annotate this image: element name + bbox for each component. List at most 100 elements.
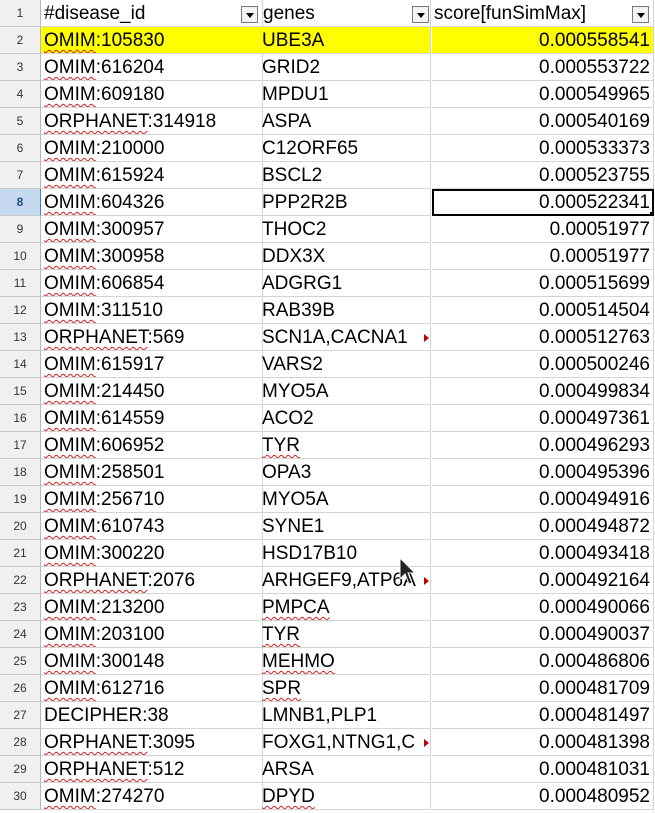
genes-cell[interactable]: VARS2 (262, 351, 431, 378)
row-number[interactable]: 25 (0, 648, 41, 675)
genes-cell[interactable]: MYO5A (262, 486, 431, 513)
score-cell[interactable]: 0.000549965 (432, 81, 654, 108)
genes-cell[interactable]: DDX3X (262, 243, 431, 270)
genes-cell[interactable]: ADGRG1 (262, 270, 431, 297)
score-cell[interactable]: 0.000480952 (432, 783, 654, 810)
disease-id-cell[interactable]: ORPHANET:2076 (41, 567, 263, 594)
genes-cell[interactable]: ACO2 (262, 405, 431, 432)
disease-id-cell[interactable]: OMIM:258501 (41, 459, 263, 486)
row-number[interactable]: 2 (0, 27, 41, 54)
genes-cell[interactable]: MYO5A (262, 378, 431, 405)
disease-id-cell[interactable]: OMIM:274270 (41, 783, 263, 810)
disease-id-cell[interactable]: OMIM:609180 (41, 81, 263, 108)
genes-cell[interactable]: BSCL2 (262, 162, 431, 189)
row-number[interactable]: 30 (0, 783, 41, 810)
genes-cell[interactable]: ARSA (262, 756, 431, 783)
autofilter-dropdown-button[interactable] (241, 6, 258, 23)
genes-cell[interactable]: PPP2R2B (262, 189, 431, 216)
disease-id-cell[interactable]: OMIM:615924 (41, 162, 263, 189)
genes-cell[interactable]: ASPA (262, 108, 431, 135)
row-number[interactable]: 7 (0, 162, 41, 189)
score-cell[interactable]: 0.000490066 (432, 594, 654, 621)
disease-id-cell[interactable]: OMIM:615917 (41, 351, 263, 378)
disease-id-cell[interactable]: ORPHANET:3095 (41, 729, 263, 756)
disease-id-cell[interactable]: OMIM:610743 (41, 513, 263, 540)
genes-cell[interactable]: C12ORF65 (262, 135, 431, 162)
genes-cell[interactable]: OPA3 (262, 459, 431, 486)
genes-cell[interactable]: UBE3A (262, 27, 431, 54)
row-number[interactable]: 20 (0, 513, 41, 540)
row-number[interactable]: 17 (0, 432, 41, 459)
row-number[interactable]: 26 (0, 675, 41, 702)
genes-cell[interactable]: SPR (262, 675, 431, 702)
disease-id-cell[interactable]: OMIM:311510 (41, 297, 263, 324)
row-number[interactable]: 29 (0, 756, 41, 783)
genes-cell[interactable]: GRID2 (262, 54, 431, 81)
disease-id-cell[interactable]: ORPHANET:569 (41, 324, 263, 351)
score-cell[interactable]: 0.000493418 (432, 540, 654, 567)
disease-id-cell[interactable]: DECIPHER:38 (41, 702, 263, 729)
genes-cell[interactable]: LMNB1,PLP1 (262, 702, 431, 729)
score-cell[interactable]: 0.000533373 (432, 135, 654, 162)
score-cell[interactable]: 0.000553722 (432, 54, 654, 81)
score-cell[interactable]: 0.000481031 (432, 756, 654, 783)
disease-id-cell[interactable]: ORPHANET:314918 (41, 108, 263, 135)
fill-handle[interactable] (650, 212, 653, 215)
score-cell[interactable]: 0.000490037 (432, 621, 654, 648)
row-number[interactable]: 14 (0, 351, 41, 378)
row-number[interactable]: 27 (0, 702, 41, 729)
disease-id-cell[interactable]: OMIM:300148 (41, 648, 263, 675)
row-number[interactable]: 21 (0, 540, 41, 567)
genes-cell[interactable]: PMPCA (262, 594, 431, 621)
row-number[interactable]: 12 (0, 297, 41, 324)
score-cell[interactable]: 0.000540169 (432, 108, 654, 135)
row-number[interactable]: 19 (0, 486, 41, 513)
score-cell[interactable]: 0.000512763 (432, 324, 654, 351)
score-cell[interactable]: 0.000515699 (432, 270, 654, 297)
score-cell[interactable]: 0.000496293 (432, 432, 654, 459)
disease-id-cell[interactable]: OMIM:256710 (41, 486, 263, 513)
genes-cell[interactable]: SYNE1 (262, 513, 431, 540)
genes-cell[interactable]: TYR (262, 621, 431, 648)
disease-id-cell[interactable]: OMIM:606952 (41, 432, 263, 459)
disease-id-cell[interactable]: OMIM:606854 (41, 270, 263, 297)
row-number[interactable]: 24 (0, 621, 41, 648)
score-cell[interactable]: 0.00051977 (432, 243, 654, 270)
disease-id-cell[interactable]: OMIM:604326 (41, 189, 263, 216)
row-number[interactable]: 1 (0, 0, 41, 27)
score-cell[interactable]: 0.000492164 (432, 567, 654, 594)
column-header-score[interactable]: score[funSimMax] (432, 0, 654, 27)
autofilter-dropdown-button[interactable] (412, 6, 429, 23)
row-number[interactable]: 11 (0, 270, 41, 297)
disease-id-cell[interactable]: OMIM:210000 (41, 135, 263, 162)
score-cell[interactable]: 0.000495396 (432, 459, 654, 486)
genes-cell[interactable]: HSD17B10 (262, 540, 431, 567)
score-cell[interactable]: 0.000522341 (432, 189, 654, 216)
score-cell[interactable]: 0.000523755 (432, 162, 654, 189)
disease-id-cell[interactable]: OMIM:300958 (41, 243, 263, 270)
genes-cell[interactable]: SCN1A,CACNA1 (262, 324, 431, 351)
disease-id-cell[interactable]: OMIM:300957 (41, 216, 263, 243)
disease-id-cell[interactable]: OMIM:213200 (41, 594, 263, 621)
row-number[interactable]: 13 (0, 324, 41, 351)
column-header-disease-id[interactable]: #disease_id (41, 0, 263, 27)
score-cell[interactable]: 0.000481398 (432, 729, 654, 756)
row-number[interactable]: 10 (0, 243, 41, 270)
genes-cell[interactable]: THOC2 (262, 216, 431, 243)
disease-id-cell[interactable]: OMIM:612716 (41, 675, 263, 702)
genes-cell[interactable]: FOXG1,NTNG1,C (262, 729, 431, 756)
score-cell[interactable]: 0.000494872 (432, 513, 654, 540)
score-cell[interactable]: 0.000500246 (432, 351, 654, 378)
disease-id-cell[interactable]: OMIM:203100 (41, 621, 263, 648)
genes-cell[interactable]: MPDU1 (262, 81, 431, 108)
score-cell[interactable]: 0.00051977 (432, 216, 654, 243)
row-number[interactable]: 16 (0, 405, 41, 432)
genes-cell[interactable]: ARHGEF9,ATP6A (262, 567, 431, 594)
score-cell[interactable]: 0.000481497 (432, 702, 654, 729)
disease-id-cell[interactable]: OMIM:614559 (41, 405, 263, 432)
genes-cell[interactable]: TYR (262, 432, 431, 459)
score-cell[interactable]: 0.000494916 (432, 486, 654, 513)
disease-id-cell[interactable]: OMIM:214450 (41, 378, 263, 405)
score-cell[interactable]: 0.000514504 (432, 297, 654, 324)
row-number[interactable]: 9 (0, 216, 41, 243)
